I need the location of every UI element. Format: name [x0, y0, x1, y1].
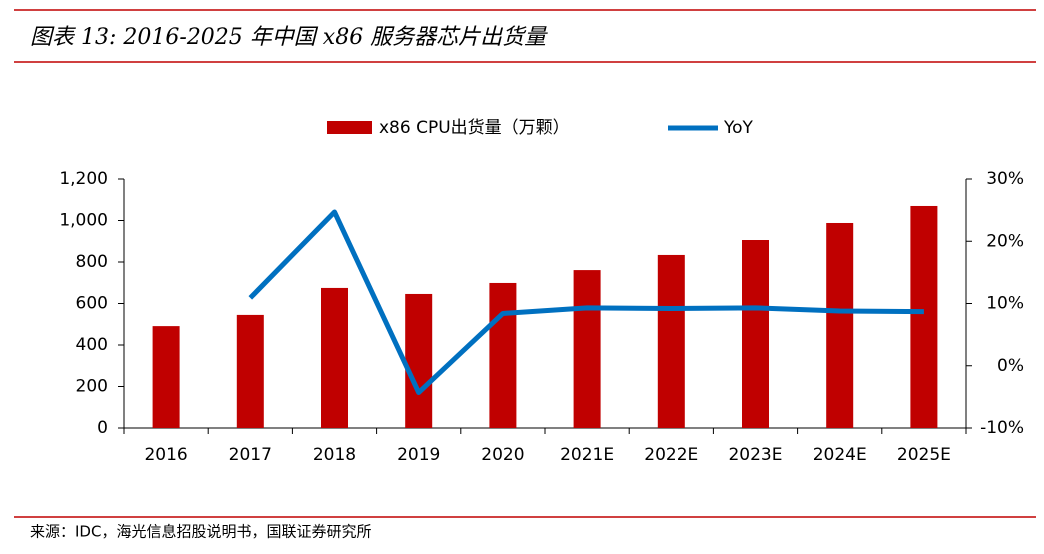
y-tick-label: 1,000	[59, 211, 108, 231]
legend-label: x86 CPU出货量（万颗）	[379, 118, 570, 138]
x-tick-label: 2022E	[644, 445, 698, 465]
y2-tick-label: 0%	[997, 356, 1024, 376]
bar	[573, 270, 601, 428]
bar	[489, 282, 517, 428]
bar	[657, 254, 685, 428]
bar	[910, 205, 938, 428]
y-tick-label: 800	[76, 252, 108, 272]
y-tick-label: 1,200	[59, 169, 108, 189]
y2-tick-label: -10%	[980, 418, 1024, 438]
x-tick-label: 2021E	[560, 445, 614, 465]
x-tick-label: 2023E	[728, 445, 782, 465]
y2-tick-label: 30%	[986, 169, 1024, 189]
x-tick-label: 2020	[481, 445, 524, 465]
x-tick-label: 2017	[229, 445, 272, 465]
bar	[826, 222, 854, 428]
y2-tick-label: 20%	[986, 231, 1024, 251]
y-tick-label: 600	[76, 294, 108, 314]
x-tick-label: 2016	[144, 445, 187, 465]
chart-title: 图表 13: 2016-2025 年中国 x86 服务器芯片出货量	[30, 25, 548, 50]
legend-swatch	[327, 121, 372, 134]
bar	[321, 287, 348, 428]
x-tick-label: 2025E	[897, 445, 951, 465]
bar	[152, 326, 180, 428]
bar	[405, 293, 433, 428]
legend-label: YoY	[723, 118, 754, 138]
y2-tick-label: 10%	[986, 294, 1024, 314]
bar	[236, 314, 264, 428]
x-tick-label: 2019	[397, 445, 440, 465]
line	[248, 209, 924, 396]
y-tick-label: 400	[76, 335, 108, 355]
bar	[742, 240, 769, 428]
y-tick-label: 200	[76, 377, 108, 397]
source: 来源：IDC，海光信息招股说明书，国联证券研究所	[30, 523, 371, 541]
y-tick-label: 0	[97, 418, 108, 438]
x-tick-label: 2018	[313, 445, 356, 465]
x-tick-label: 2024E	[813, 445, 867, 465]
